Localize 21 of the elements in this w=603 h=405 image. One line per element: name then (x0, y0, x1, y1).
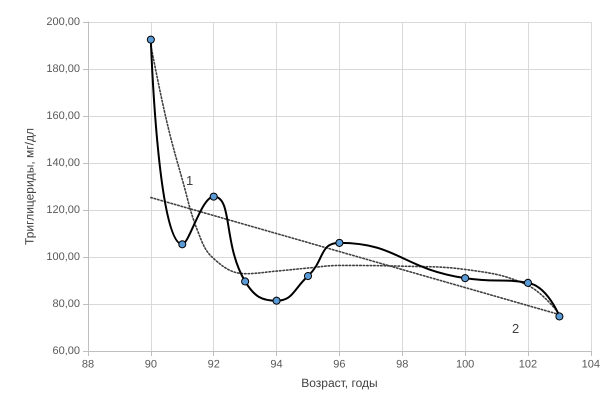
annotation: 2 (512, 321, 520, 336)
y-tick-label: 200,00 (46, 16, 80, 28)
x-tick-label: 104 (582, 358, 600, 370)
x-tick-label: 90 (144, 358, 157, 370)
x-tick-label: 92 (208, 358, 220, 370)
x-tick-label: 88 (82, 358, 94, 370)
x-tick-label: 100 (456, 358, 474, 370)
x-tick-label: 98 (396, 358, 408, 370)
y-tick-label: 80,00 (52, 298, 80, 310)
x-tick-label: 102 (518, 358, 538, 370)
x-tick-label: 96 (333, 358, 346, 370)
y-tick-label: 160,00 (46, 110, 80, 122)
y-tick-label: 100,00 (46, 251, 80, 263)
y-axis-title: Триглицериды, мг/дл (22, 128, 36, 245)
y-tick-label: 140,00 (46, 157, 80, 169)
x-axis-title: Возраст, годы (301, 376, 378, 390)
y-tick-label: 60,00 (52, 345, 80, 357)
annotation: 1 (186, 173, 194, 188)
x-tick-label: 94 (270, 358, 283, 370)
y-tick-label: 120,00 (46, 204, 80, 216)
y-tick-label: 180,00 (46, 63, 80, 75)
